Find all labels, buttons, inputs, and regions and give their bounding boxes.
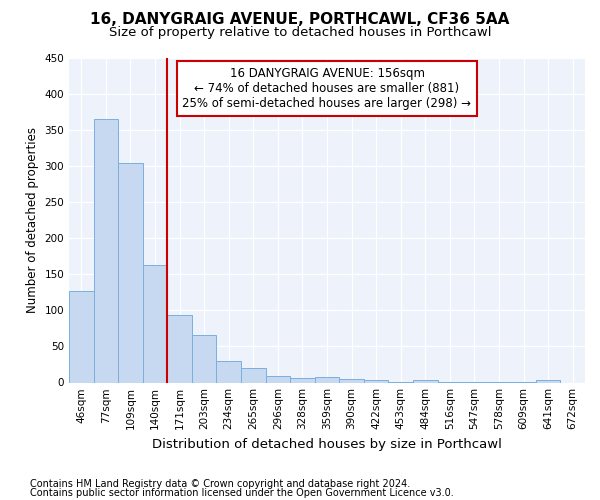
Bar xyxy=(217,361,241,382)
Bar xyxy=(241,368,266,382)
Bar xyxy=(192,335,217,382)
Y-axis label: Number of detached properties: Number of detached properties xyxy=(26,127,39,313)
Bar xyxy=(167,316,192,382)
X-axis label: Distribution of detached houses by size in Porthcawl: Distribution of detached houses by size … xyxy=(152,438,502,451)
Text: 16, DANYGRAIG AVENUE, PORTHCAWL, CF36 5AA: 16, DANYGRAIG AVENUE, PORTHCAWL, CF36 5A… xyxy=(91,12,509,28)
Bar xyxy=(315,376,339,382)
Text: Contains public sector information licensed under the Open Government Licence v3: Contains public sector information licen… xyxy=(30,488,454,498)
Bar xyxy=(69,291,94,382)
Bar xyxy=(413,380,437,382)
Bar xyxy=(290,378,315,382)
Bar xyxy=(266,376,290,382)
Text: Size of property relative to detached houses in Porthcawl: Size of property relative to detached ho… xyxy=(109,26,491,39)
Bar xyxy=(118,163,143,382)
Bar xyxy=(143,265,167,382)
Bar xyxy=(94,119,118,382)
Bar xyxy=(364,380,388,382)
Text: Contains HM Land Registry data © Crown copyright and database right 2024.: Contains HM Land Registry data © Crown c… xyxy=(30,479,410,489)
Text: 16 DANYGRAIG AVENUE: 156sqm
← 74% of detached houses are smaller (881)
25% of se: 16 DANYGRAIG AVENUE: 156sqm ← 74% of det… xyxy=(182,67,472,110)
Bar xyxy=(536,380,560,382)
Bar xyxy=(339,379,364,382)
